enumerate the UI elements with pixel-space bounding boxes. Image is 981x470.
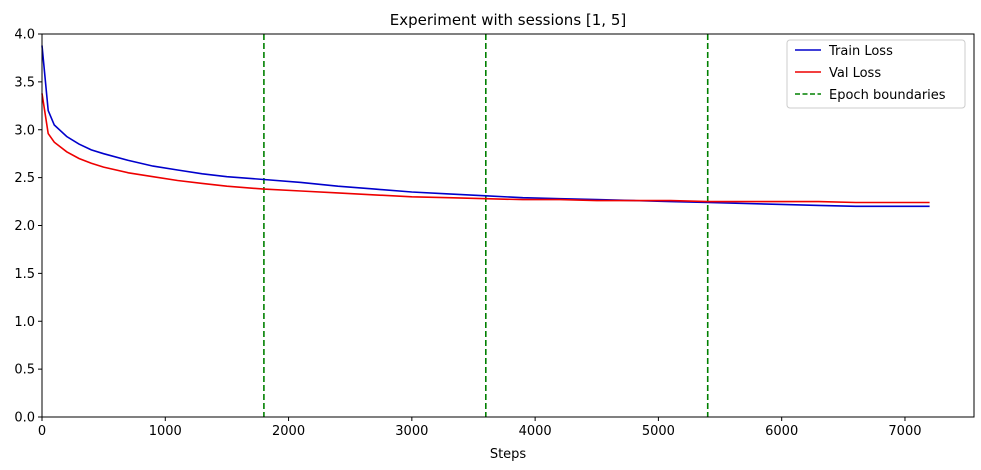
plot-area — [41, 34, 930, 417]
axis-ticks: 0 1000 2000 3000 4000 5000 6000 7000 0.0 0.5 1.0 1.… — [14, 28, 921, 440]
y-tick-label: 2.5 — [14, 171, 35, 186]
series-line-train-loss — [41, 45, 930, 208]
y-tick-label: 0.0 — [14, 411, 35, 426]
x-tick-label: 2000 — [272, 424, 305, 439]
legend-box — [786, 39, 966, 109]
chart-title: Experiment with sessions [1, 5] — [390, 11, 626, 29]
x-tick-label: 0 — [38, 424, 46, 439]
plot-frame — [41, 33, 975, 418]
series-line-val-loss — [41, 93, 930, 204]
y-tick-label: 3.0 — [14, 123, 35, 138]
x-tick-label: 3000 — [395, 424, 428, 439]
y-tick-label: 1.5 — [14, 267, 35, 282]
x-tick-label: 1000 — [149, 424, 182, 439]
y-tick-label: 4.0 — [14, 28, 35, 43]
y-tick-label: 0.5 — [14, 363, 35, 378]
x-axis-label: Steps — [490, 447, 527, 462]
x-tick-label: 6000 — [765, 424, 798, 439]
y-tick-label: 2.0 — [14, 219, 35, 234]
legend: Train Loss Val Loss Epoch boundaries — [786, 39, 966, 109]
x-tick-label: 7000 — [888, 424, 921, 439]
legend-label-epoch-boundaries: Epoch boundaries — [829, 88, 946, 103]
legend-label-train-loss: Train Loss — [828, 44, 893, 59]
legend-label-val-loss: Val Loss — [829, 66, 881, 81]
x-tick-label: 4000 — [519, 424, 552, 439]
y-tick-label: 1.0 — [14, 315, 35, 330]
y-tick-label: 3.5 — [14, 75, 35, 90]
x-tick-label: 5000 — [642, 424, 675, 439]
